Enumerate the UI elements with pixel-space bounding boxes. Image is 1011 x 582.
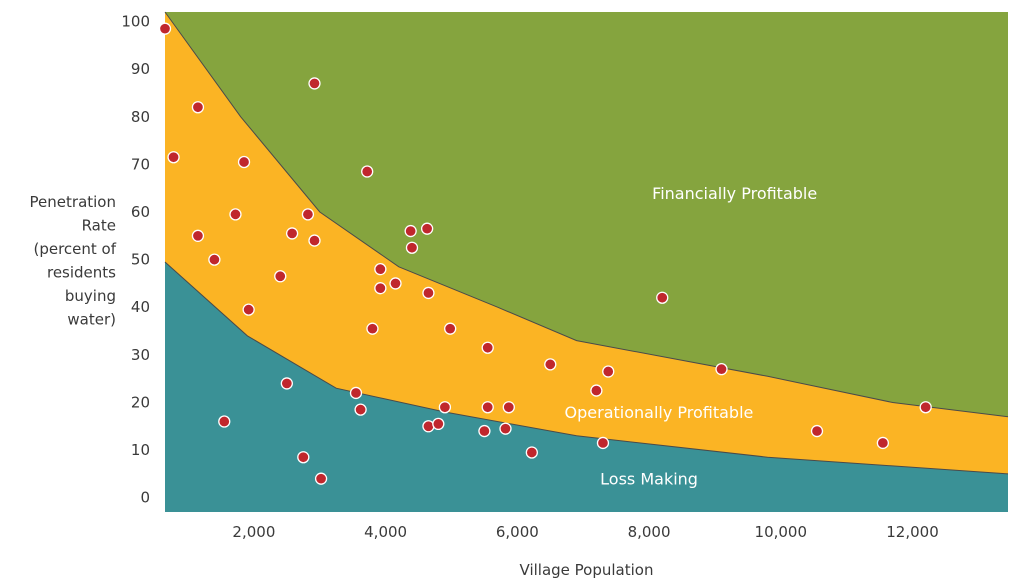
data-point — [919, 401, 932, 414]
plot-area — [164, 11, 1009, 512]
data-point — [274, 270, 287, 283]
data-point — [308, 77, 321, 90]
data-point — [354, 403, 367, 416]
y-tick-label: 0 — [140, 489, 150, 507]
operationally-profitable-region — [165, 12, 1008, 512]
data-point — [191, 229, 205, 242]
data-point — [167, 151, 180, 164]
y-tick-label: 100 — [121, 13, 150, 31]
data-point — [374, 262, 387, 276]
data-point — [280, 377, 293, 390]
data-point — [301, 208, 315, 221]
data-point — [876, 436, 890, 450]
data-point — [478, 424, 491, 438]
data-point — [404, 224, 417, 238]
data-point — [481, 341, 494, 354]
data-point — [422, 286, 435, 300]
y-tick-label: 90 — [131, 60, 150, 78]
data-point — [297, 451, 310, 464]
data-point — [481, 401, 494, 414]
y-tick-label: 10 — [131, 441, 150, 459]
data-point — [525, 446, 538, 459]
y-tick-label: 40 — [131, 298, 150, 316]
x-tick-label: 4,000 — [364, 523, 407, 541]
y-tick-label: 50 — [131, 251, 150, 269]
data-point — [208, 253, 221, 266]
region-label-loss-making: Loss Making — [600, 470, 698, 489]
y-tick-label: 70 — [131, 155, 150, 173]
data-point — [405, 241, 419, 254]
data-point — [502, 401, 515, 414]
y-axis-title-line: Penetration — [30, 193, 116, 211]
data-point — [389, 277, 402, 290]
x-tick-label: 10,000 — [755, 523, 808, 541]
data-point — [285, 227, 299, 240]
x-tick-label: 2,000 — [232, 523, 275, 541]
data-point — [314, 472, 328, 485]
x-tick-label: 12,000 — [886, 523, 939, 541]
data-point — [810, 424, 824, 438]
data-point — [499, 422, 512, 435]
data-point — [656, 291, 669, 304]
data-point — [590, 384, 603, 397]
upper-boundary-line — [164, 11, 1009, 418]
y-tick-label: 30 — [131, 346, 150, 364]
region-labels: Financially Profitable Operationally Pro… — [565, 184, 818, 489]
data-point — [422, 420, 435, 433]
y-axis-title-line: water) — [67, 311, 116, 329]
data-points — [158, 22, 932, 485]
y-tick-label: 80 — [131, 108, 150, 126]
data-point — [349, 386, 363, 400]
data-point — [374, 282, 387, 295]
data-point — [242, 303, 255, 316]
y-tick-label: 20 — [131, 393, 150, 411]
data-point — [444, 322, 457, 335]
data-point — [191, 101, 205, 114]
loss-making-region — [165, 262, 1008, 512]
region-label-financially-profitable: Financially Profitable — [652, 184, 817, 203]
data-point — [438, 401, 452, 414]
y-axis-title-line: (percent of — [33, 240, 116, 258]
data-point — [602, 365, 615, 378]
data-point — [715, 362, 728, 376]
y-axis-title-line: buying — [65, 287, 116, 305]
y-axis-title-line: residents — [47, 264, 116, 282]
x-axis-title: Village Population — [520, 561, 654, 579]
y-axis-title: Penetration Rate (percent of residents buyin… — [30, 193, 117, 329]
region-label-operationally-profitable: Operationally Profitable — [565, 403, 754, 422]
y-axis-ticks: 0 10 20 30 40 50 60 70 80 90 100 — [121, 13, 150, 507]
data-point — [420, 222, 434, 235]
data-point — [218, 415, 231, 428]
data-point — [229, 208, 242, 221]
y-axis-title-line: Rate — [82, 217, 116, 235]
data-point — [366, 322, 379, 335]
data-point — [237, 155, 251, 169]
data-point — [544, 358, 557, 371]
data-point — [596, 436, 610, 450]
data-point — [308, 234, 321, 247]
data-point — [361, 165, 374, 178]
x-axis-ticks: 2,000 4,000 6,000 8,000 10,000 12,000 — [232, 523, 938, 541]
x-tick-label: 8,000 — [628, 523, 671, 541]
x-tick-label: 6,000 — [496, 523, 539, 541]
y-tick-label: 60 — [131, 203, 150, 221]
data-point — [432, 417, 445, 431]
data-point — [158, 22, 172, 35]
